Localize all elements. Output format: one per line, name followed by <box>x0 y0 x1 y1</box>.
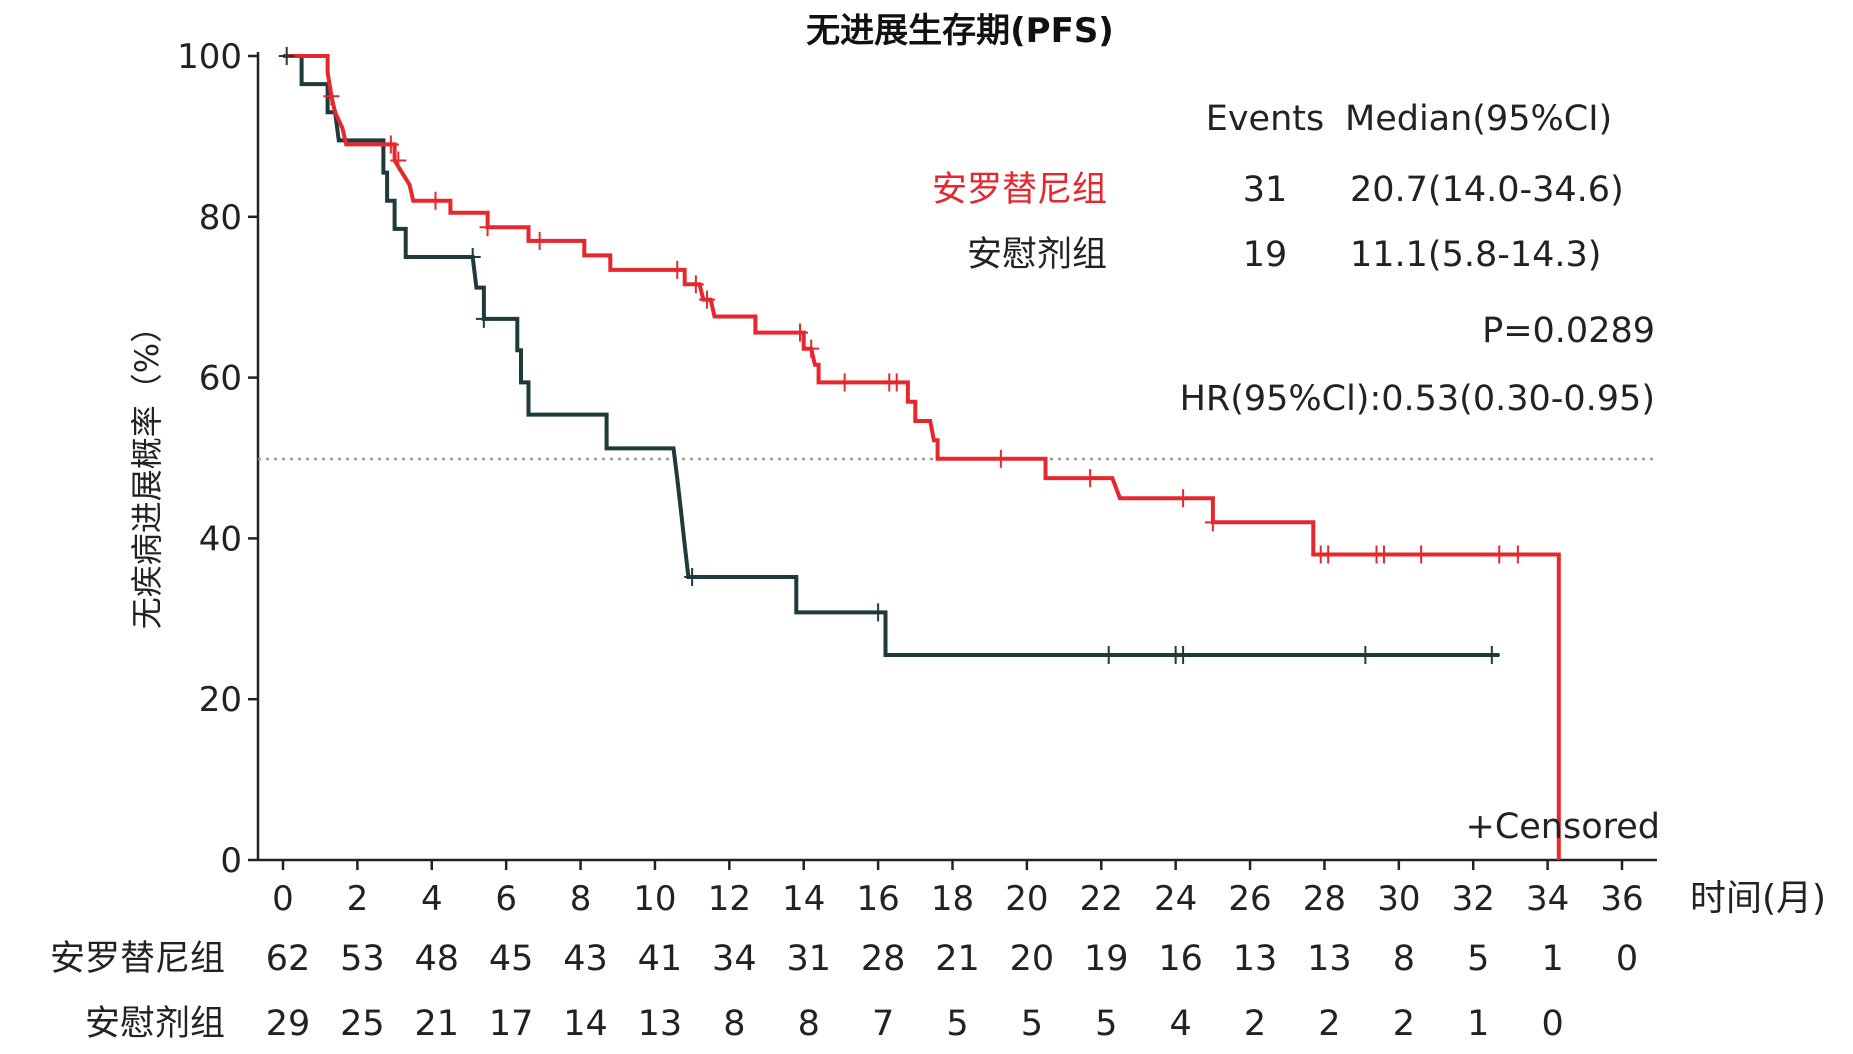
risk-table-cell: 13 <box>1233 939 1278 979</box>
risk-table-cell: 34 <box>712 939 757 979</box>
x-tick-label: 34 <box>1526 879 1569 919</box>
y-tick-label: 40 <box>199 519 242 559</box>
x-axis-label: 时间(月) <box>1690 878 1826 919</box>
y-axis-label: 无疾病进展概率（%） <box>128 311 166 629</box>
x-tick-label: 28 <box>1303 879 1346 919</box>
risk-table-cell: 7 <box>872 1004 894 1044</box>
legend-row-events: 19 <box>1243 235 1288 275</box>
risk-table-cell: 2 <box>1244 1004 1266 1044</box>
x-tick-label: 0 <box>272 879 294 919</box>
risk-table-cell: 5 <box>946 1004 968 1044</box>
risk-table-cell: 5 <box>1467 939 1489 979</box>
legend-row-name: 安罗替尼组 <box>932 170 1107 210</box>
legend-header-events: Events <box>1206 99 1325 139</box>
hazard-ratio: HR(95%Cl):0.53(0.30-0.95) <box>1180 379 1655 419</box>
censored-note: +Censored <box>1466 807 1661 847</box>
risk-table-cell: 0 <box>1616 939 1638 979</box>
legend-header-median: Median(95%CI) <box>1345 99 1612 139</box>
risk-table-cell: 8 <box>723 1004 745 1044</box>
risk-table-cell: 13 <box>638 1004 683 1044</box>
y-tick-label: 100 <box>177 37 242 77</box>
legend-row-median: 20.7(14.0-34.6) <box>1350 170 1624 210</box>
risk-table-cell: 8 <box>1393 939 1415 979</box>
survival-curve-placebo <box>283 54 1500 657</box>
censor-marks <box>278 47 1526 664</box>
risk-table-cell: 19 <box>1084 939 1129 979</box>
x-tick-label: 32 <box>1452 879 1495 919</box>
survival-curve-anlotinib <box>283 54 1561 860</box>
risk-table-cell: 43 <box>563 939 608 979</box>
y-tick-label: 20 <box>199 680 242 720</box>
risk-table-cell: 5 <box>1021 1004 1043 1044</box>
x-tick-label: 26 <box>1228 879 1271 919</box>
risk-table-cell: 8 <box>798 1004 820 1044</box>
risk-table-cell: 4 <box>1170 1004 1192 1044</box>
x-tick-label: 12 <box>708 879 751 919</box>
risk-table-cell: 53 <box>340 939 385 979</box>
legend-row-median: 11.1(5.8-14.3) <box>1350 235 1601 275</box>
y-tick-label: 0 <box>220 841 242 881</box>
risk-table-cell: 21 <box>415 1004 460 1044</box>
risk-table-cell: 2 <box>1318 1004 1340 1044</box>
x-tick-label: 6 <box>495 879 517 919</box>
x-tick-label: 36 <box>1600 879 1643 919</box>
x-tick-label: 14 <box>782 879 825 919</box>
risk-table-cell: 16 <box>1158 939 1203 979</box>
risk-table-cell: 0 <box>1541 1004 1563 1044</box>
x-tick-label: 20 <box>1005 879 1048 919</box>
x-tick-label: 30 <box>1377 879 1420 919</box>
p-value: P=0.0289 <box>1482 311 1655 351</box>
risk-table-cell: 41 <box>638 939 683 979</box>
risk-table-cell: 1 <box>1541 939 1563 979</box>
x-tick-label: 22 <box>1080 879 1123 919</box>
risk-table-cell: 13 <box>1307 939 1352 979</box>
x-tick-label: 2 <box>347 879 369 919</box>
legend-row-events: 31 <box>1243 170 1288 210</box>
risk-table-row-label: 安罗替尼组 <box>50 939 225 979</box>
risk-table-cell: 17 <box>489 1004 534 1044</box>
risk-table-cell: 28 <box>861 939 906 979</box>
risk-table-cell: 20 <box>1010 939 1055 979</box>
legend: Events Median(95%CI) 安罗替尼组 31 20.7(14.0-34.6… <box>932 99 1660 847</box>
x-tick-label: 24 <box>1154 879 1197 919</box>
risk-table: 安罗替尼组 62 53 48 45 43 41 34 31 28 21 20 19 16 13 13 8 5 1 0安… <box>50 939 1638 1044</box>
risk-table-cell: 14 <box>563 1004 608 1044</box>
legend-row-name: 安慰剂组 <box>967 235 1107 275</box>
risk-table-cell: 45 <box>489 939 534 979</box>
risk-table-cell: 21 <box>935 939 980 979</box>
y-tick-label: 80 <box>199 198 242 238</box>
x-tick-label: 16 <box>856 879 899 919</box>
x-tick-label: 18 <box>931 879 974 919</box>
risk-table-cell: 29 <box>266 1004 311 1044</box>
risk-table-cell: 2 <box>1393 1004 1415 1044</box>
risk-table-row-label: 安慰剂组 <box>85 1004 225 1044</box>
x-tick-label: 4 <box>421 879 443 919</box>
chart-title: 无进展生存期(PFS) <box>806 11 1114 51</box>
risk-table-cell: 62 <box>266 939 311 979</box>
risk-table-cell: 1 <box>1467 1004 1489 1044</box>
x-tick-label: 8 <box>570 879 592 919</box>
risk-table-cell: 5 <box>1095 1004 1117 1044</box>
risk-table-cell: 25 <box>340 1004 385 1044</box>
risk-table-cell: 31 <box>786 939 831 979</box>
y-tick-label: 60 <box>199 359 242 399</box>
x-tick-label: 10 <box>633 879 676 919</box>
risk-table-cell: 48 <box>415 939 460 979</box>
